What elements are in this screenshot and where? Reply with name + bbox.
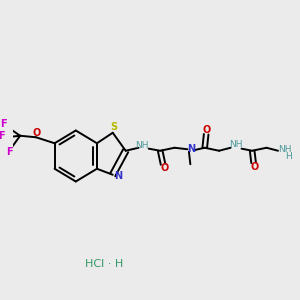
Text: NH: NH	[229, 140, 242, 149]
Text: F: F	[6, 147, 13, 157]
Text: F: F	[0, 131, 4, 141]
Text: NH: NH	[136, 141, 149, 150]
Text: NH: NH	[278, 145, 292, 154]
Text: O: O	[160, 163, 169, 173]
Text: HCl · H: HCl · H	[85, 259, 124, 269]
Text: S: S	[111, 122, 118, 132]
Text: N: N	[187, 144, 195, 154]
Text: H: H	[286, 152, 292, 161]
Text: N: N	[114, 171, 122, 181]
Text: F: F	[0, 119, 7, 129]
Text: O: O	[251, 162, 259, 172]
Text: O: O	[33, 128, 41, 138]
Text: O: O	[202, 125, 210, 135]
